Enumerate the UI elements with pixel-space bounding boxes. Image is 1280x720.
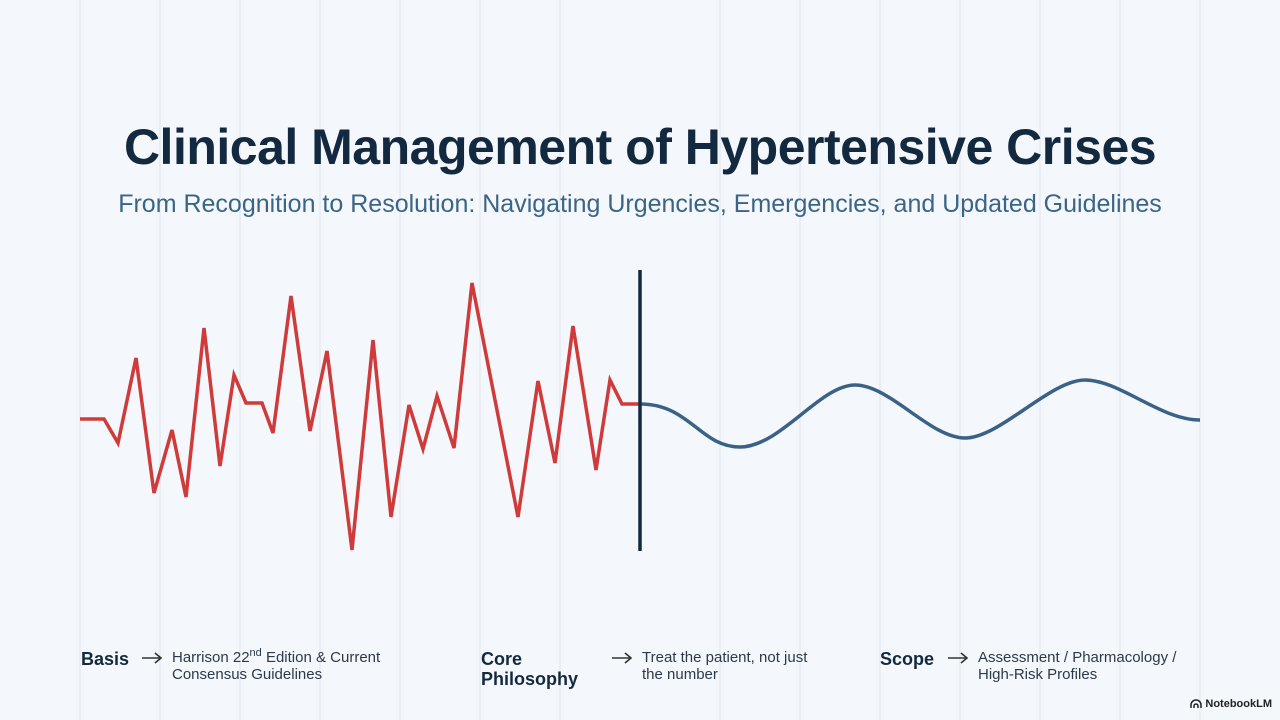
erratic-wave (80, 282, 640, 551)
item-label: Basis (81, 649, 130, 669)
item-label: Scope (880, 649, 935, 669)
item-text: Assessment / Pharmacology / High-Risk Pr… (978, 649, 1177, 683)
smooth-wave (639, 378, 1201, 449)
item-text: Harrison 22nd Edition & Current Consensu… (172, 647, 417, 684)
superscript: nd (249, 647, 262, 659)
title: Clinical Management of Hypertensive Cris… (123, 119, 1157, 175)
subtitle: From Recognition to Resolution: Navigati… (118, 190, 1162, 218)
item-text: Treat the patient, not just the number (642, 649, 808, 683)
brand-name: NotebookLM (1205, 698, 1272, 710)
arrow (948, 652, 969, 664)
grid (79, 0, 1201, 720)
text: Edition & Current Consensus Guidelines (172, 649, 381, 683)
brand: NotebookLM (1190, 698, 1272, 710)
item-label: Core Philosophy (481, 649, 579, 689)
brand-icon (1190, 699, 1203, 708)
text: Harrison 22 (172, 649, 250, 666)
arrow (612, 652, 633, 664)
arrow (142, 652, 163, 664)
